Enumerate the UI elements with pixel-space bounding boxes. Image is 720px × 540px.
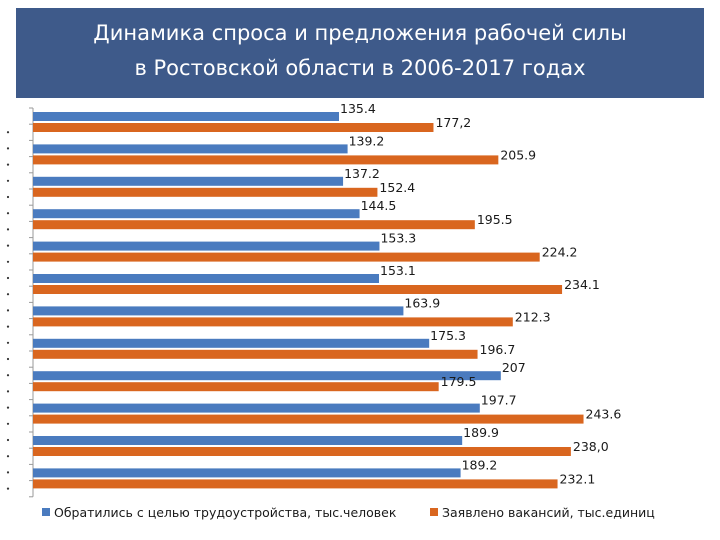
- data-label-vacancies: 195.5: [477, 212, 513, 227]
- axis-dot: [6, 228, 10, 231]
- axis-dot: [6, 455, 10, 458]
- data-label-applied: 189.9: [463, 425, 499, 440]
- bar-vacancies: [33, 220, 475, 230]
- data-label-vacancies: 196.7: [480, 342, 516, 357]
- bar-vacancies: [33, 155, 499, 165]
- data-label-vacancies: 243.6: [586, 407, 622, 422]
- axis-dot: [6, 471, 10, 474]
- data-label-applied: 153.1: [380, 263, 416, 278]
- data-label-vacancies: 234.1: [564, 277, 600, 292]
- data-label-applied: 135.4: [340, 101, 376, 116]
- data-label-applied: 163.9: [404, 295, 440, 310]
- bar-applied: [33, 112, 340, 121]
- data-label-vacancies: 224.2: [542, 245, 578, 260]
- data-label-applied: 207: [502, 360, 526, 375]
- data-label-applied: 139.2: [349, 133, 385, 148]
- data-label-vacancies: 238,0: [573, 439, 609, 454]
- axis-dot: [6, 406, 10, 409]
- axis-dot: [6, 244, 10, 247]
- bar-vacancies: [33, 285, 563, 294]
- data-label-vacancies: 177,2: [435, 115, 471, 130]
- bar-vacancies: [33, 349, 478, 359]
- legend-item-applied: Обратились с целью трудоустройства, тыс.…: [42, 505, 396, 520]
- data-label-applied: 144.5: [361, 198, 397, 213]
- bar-applied: [33, 209, 360, 219]
- bar-vacancies: [33, 123, 434, 132]
- axis-dot: [6, 438, 10, 442]
- legend-label-vacancies: Заявлено вакансий, тыс.единиц: [442, 505, 655, 520]
- axis-dot: [6, 179, 10, 182]
- axis-dot: [6, 131, 10, 134]
- chart-title-line-2: в Ростовской области в 2006-2017 годах: [134, 56, 586, 80]
- data-label-vacancies: 232.1: [560, 471, 596, 486]
- bar-vacancies: [33, 317, 513, 327]
- axis-dot: [6, 357, 10, 361]
- axis-dot: [6, 260, 10, 263]
- axis-dot: [6, 325, 10, 328]
- data-label-applied: 137.2: [344, 166, 380, 181]
- axis-dot: [6, 390, 10, 393]
- legend-swatch-vacancies: [430, 508, 438, 516]
- legend-swatch-applied: [42, 508, 50, 516]
- bar-applied: [33, 306, 404, 316]
- bar-vacancies: [33, 252, 540, 262]
- axis-dot: [6, 309, 10, 312]
- bar-vacancies: [33, 447, 571, 456]
- bar-vacancies: [33, 414, 584, 424]
- data-label-vacancies: 152.4: [379, 180, 415, 195]
- bar-applied: [33, 338, 430, 348]
- axis-dot: [6, 374, 10, 377]
- chart-title-line-1: Динамика спроса и предложения рабочей си…: [93, 21, 627, 45]
- axis-dot: [6, 195, 10, 199]
- axis-dot: [6, 293, 10, 296]
- legend-label-applied: Обратились с целью трудоустройства, тыс.…: [54, 505, 397, 520]
- data-label-applied: 153.3: [380, 231, 416, 246]
- axis-dot: [6, 487, 10, 490]
- title-banner: Динамика спроса и предложения рабочей си…: [16, 8, 704, 98]
- bar-vacancies: [33, 479, 558, 489]
- data-label-applied: 175.3: [430, 328, 466, 343]
- axis-dot: [6, 163, 10, 166]
- bar-applied: [33, 403, 480, 413]
- bar-applied: [33, 176, 344, 186]
- axis-dot: [6, 422, 10, 425]
- bar-applied: [33, 144, 348, 154]
- axis-dot: [6, 341, 10, 344]
- data-label-applied: 197.7: [481, 393, 517, 408]
- data-label-vacancies: 179.5: [441, 374, 477, 389]
- data-label-vacancies: 205.9: [500, 147, 536, 162]
- bar-applied: [33, 436, 463, 445]
- bar-applied: [33, 371, 501, 381]
- bar-vacancies: [33, 187, 378, 197]
- bar-applied: [33, 274, 380, 283]
- bar-vacancies: [33, 382, 439, 392]
- bar-applied: [33, 241, 380, 251]
- axis-dot: [6, 276, 10, 280]
- data-label-vacancies: 212.3: [515, 309, 551, 324]
- axis-dot: [6, 147, 10, 150]
- data-label-applied: 189.2: [462, 457, 498, 472]
- bar-applied: [33, 468, 461, 478]
- axis-dot: [6, 212, 10, 215]
- legend-item-vacancies: Заявлено вакансий, тыс.единиц: [430, 505, 655, 520]
